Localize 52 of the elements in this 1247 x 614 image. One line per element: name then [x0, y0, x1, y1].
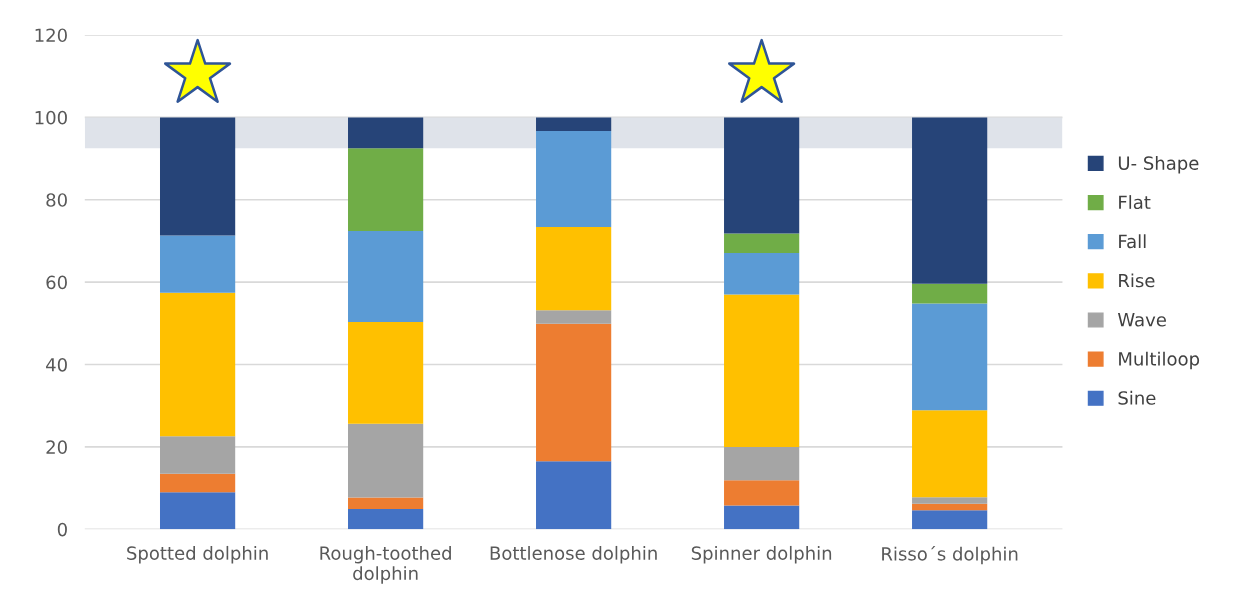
legend-label: Flat [1119, 195, 1151, 210]
x-tick-label: Spinner dolphin [691, 545, 832, 564]
bar [348, 322, 424, 424]
bar [724, 117, 800, 234]
x-tick-label: Rough-toothed dolphin [320, 545, 451, 584]
bar [536, 130, 612, 227]
bar [724, 252, 800, 295]
bar [348, 117, 424, 149]
bar [724, 446, 800, 481]
y-tick-label: 0 [57, 522, 67, 537]
legend-label: Fall [1119, 234, 1146, 249]
x-tick-label: Spotted dolphin [127, 545, 268, 564]
bar [536, 323, 612, 462]
bar [348, 497, 424, 510]
bar [912, 117, 988, 284]
bar [724, 480, 800, 506]
y-tick-label: 100 [35, 110, 67, 125]
bar [536, 226, 612, 311]
y-tick-label: 80 [46, 193, 67, 207]
bar [160, 235, 236, 293]
legend-label: Wave [1117, 313, 1166, 327]
bar [160, 117, 236, 236]
x-tick-label: Bottlenose dolphin [490, 545, 657, 564]
y-tick-label: 120 [35, 28, 67, 43]
legend-label: Multiloop [1119, 351, 1200, 370]
bar [912, 497, 988, 504]
bar [912, 283, 988, 304]
bar [536, 310, 612, 324]
bar [912, 303, 988, 411]
legend-label: Rise [1119, 273, 1155, 288]
bar [536, 461, 612, 530]
bar [160, 436, 236, 474]
legend-label: Sine [1118, 390, 1156, 405]
y-tick-label: 60 [46, 275, 67, 290]
bar [724, 294, 800, 447]
bar [536, 117, 612, 131]
legend-label: U- Shape [1118, 155, 1199, 174]
bar [348, 423, 424, 498]
bar [160, 292, 236, 437]
bar [724, 233, 800, 253]
bar [912, 410, 988, 498]
x-tick-label: Risso´s dolphin [882, 545, 1018, 565]
bar [724, 505, 800, 530]
bar [160, 473, 236, 493]
y-tick-label: 20 [46, 440, 67, 455]
bar [348, 509, 424, 530]
bar [912, 503, 988, 511]
y-tick-label: 40 [46, 357, 67, 372]
bar [348, 231, 424, 323]
bar [348, 148, 424, 232]
bar [912, 510, 988, 530]
bar [160, 492, 236, 530]
